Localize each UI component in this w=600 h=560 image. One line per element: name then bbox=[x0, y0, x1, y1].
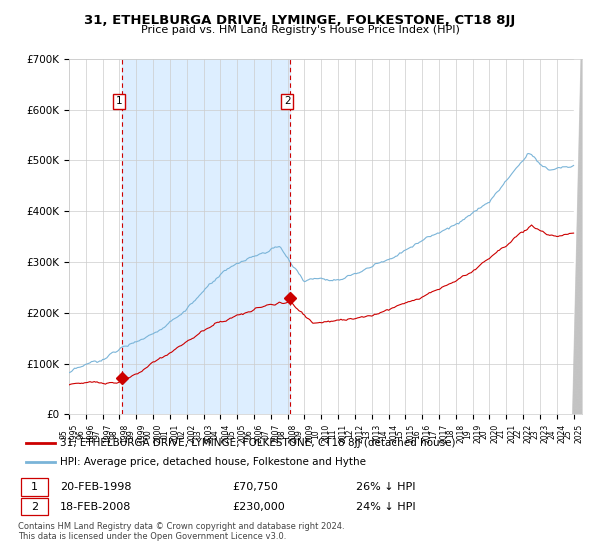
Text: Price paid vs. HM Land Registry's House Price Index (HPI): Price paid vs. HM Land Registry's House … bbox=[140, 25, 460, 35]
Text: 26% ↓ HPI: 26% ↓ HPI bbox=[356, 482, 416, 492]
Text: 2: 2 bbox=[284, 96, 290, 106]
Text: 2: 2 bbox=[31, 502, 38, 512]
Text: Contains HM Land Registry data © Crown copyright and database right 2024.
This d: Contains HM Land Registry data © Crown c… bbox=[18, 522, 344, 542]
Bar bbox=[122, 59, 290, 414]
Bar bbox=[574, 59, 582, 414]
FancyBboxPatch shape bbox=[21, 498, 48, 515]
Text: 24% ↓ HPI: 24% ↓ HPI bbox=[356, 502, 416, 512]
Text: 1: 1 bbox=[31, 482, 38, 492]
FancyBboxPatch shape bbox=[21, 478, 48, 496]
Text: 1: 1 bbox=[116, 96, 122, 106]
Text: 18-FEB-2008: 18-FEB-2008 bbox=[60, 502, 131, 512]
Text: 31, ETHELBURGA DRIVE, LYMINGE, FOLKESTONE, CT18 8JJ: 31, ETHELBURGA DRIVE, LYMINGE, FOLKESTON… bbox=[85, 14, 515, 27]
Text: HPI: Average price, detached house, Folkestone and Hythe: HPI: Average price, detached house, Folk… bbox=[60, 457, 366, 467]
Text: 20-FEB-1998: 20-FEB-1998 bbox=[60, 482, 132, 492]
Text: £230,000: £230,000 bbox=[232, 502, 285, 512]
Text: 31, ETHELBURGA DRIVE, LYMINGE, FOLKESTONE, CT18 8JJ (detached house): 31, ETHELBURGA DRIVE, LYMINGE, FOLKESTON… bbox=[60, 437, 456, 447]
Text: £70,750: £70,750 bbox=[232, 482, 278, 492]
